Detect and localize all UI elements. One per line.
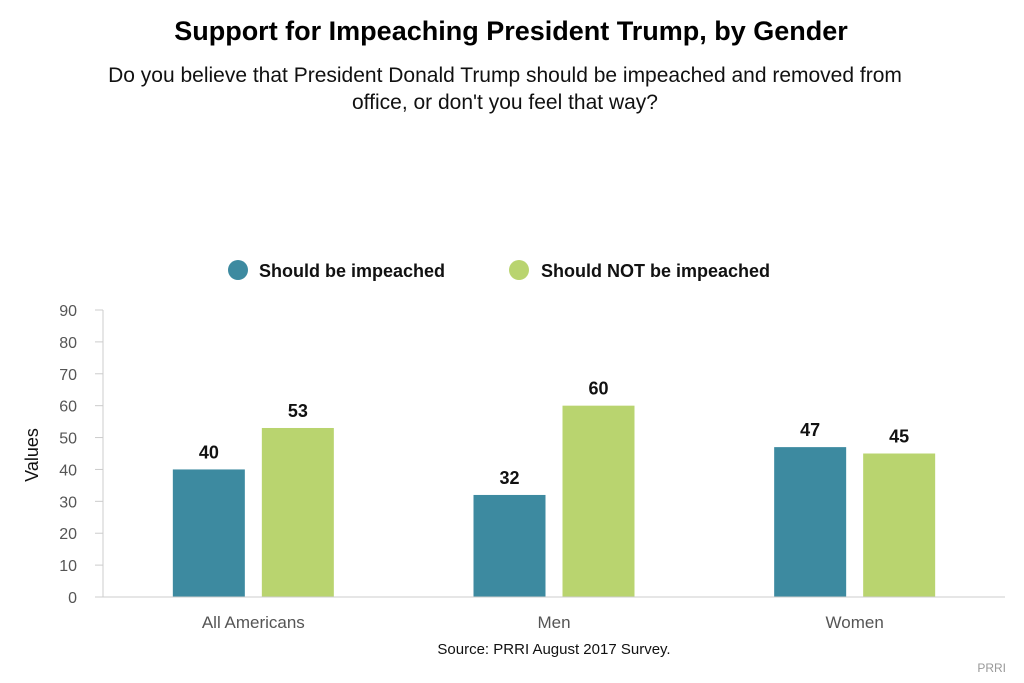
chart-title: Support for Impeaching President Trump, … bbox=[174, 16, 848, 46]
bar[interactable] bbox=[562, 405, 635, 597]
x-axis: All Americans Men Women bbox=[103, 596, 1005, 632]
y-tick-label: 90 bbox=[59, 303, 77, 320]
bar[interactable] bbox=[863, 453, 936, 598]
data-label: 60 bbox=[588, 379, 608, 399]
y-tick-label: 80 bbox=[59, 335, 77, 352]
bars: 40 53 32 60 47 45 bbox=[172, 379, 936, 598]
legend-marker-should-be-impeached bbox=[228, 260, 248, 280]
y-tick-label: 70 bbox=[59, 367, 77, 384]
y-tick-label: 60 bbox=[59, 399, 77, 416]
data-label: 47 bbox=[800, 420, 820, 440]
data-label: 32 bbox=[499, 468, 519, 488]
data-label: 53 bbox=[288, 401, 308, 421]
y-axis: 0 10 20 30 40 50 60 70 80 90 bbox=[59, 303, 104, 607]
chart-subtitle-line-1: Do you believe that President Donald Tru… bbox=[108, 64, 902, 87]
data-label: 45 bbox=[889, 427, 909, 447]
legend-marker-should-not-be-impeached bbox=[509, 260, 529, 280]
legend-item-should-be-impeached[interactable]: Should be impeached bbox=[228, 260, 445, 281]
x-tick-label: All Americans bbox=[202, 613, 305, 632]
bar[interactable] bbox=[774, 447, 847, 597]
source-note: Source: PRRI August 2017 Survey. bbox=[437, 641, 670, 658]
legend[interactable]: Should be impeached Should NOT be impeac… bbox=[228, 260, 770, 281]
data-label: 40 bbox=[199, 442, 219, 462]
bar[interactable] bbox=[172, 469, 245, 597]
bar[interactable] bbox=[473, 494, 546, 597]
y-axis-label: Values bbox=[22, 428, 42, 482]
y-tick-label: 30 bbox=[59, 494, 77, 511]
bar[interactable] bbox=[261, 427, 334, 597]
legend-label-should-not-be-impeached: Should NOT be impeached bbox=[541, 261, 770, 281]
legend-label-should-be-impeached: Should be impeached bbox=[259, 261, 445, 281]
y-tick-label: 50 bbox=[59, 431, 77, 448]
x-tick-label: Men bbox=[537, 613, 570, 632]
x-tick-label: Women bbox=[826, 613, 884, 632]
legend-item-should-not-be-impeached[interactable]: Should NOT be impeached bbox=[509, 260, 770, 281]
chart-subtitle-line-2: office, or don't you feel that way? bbox=[352, 91, 658, 114]
credit-label: PRRI bbox=[977, 661, 1006, 675]
y-tick-label: 10 bbox=[59, 558, 77, 575]
y-tick-label: 40 bbox=[59, 462, 77, 479]
y-tick-label: 0 bbox=[68, 590, 77, 607]
y-tick-label: 20 bbox=[59, 526, 77, 543]
